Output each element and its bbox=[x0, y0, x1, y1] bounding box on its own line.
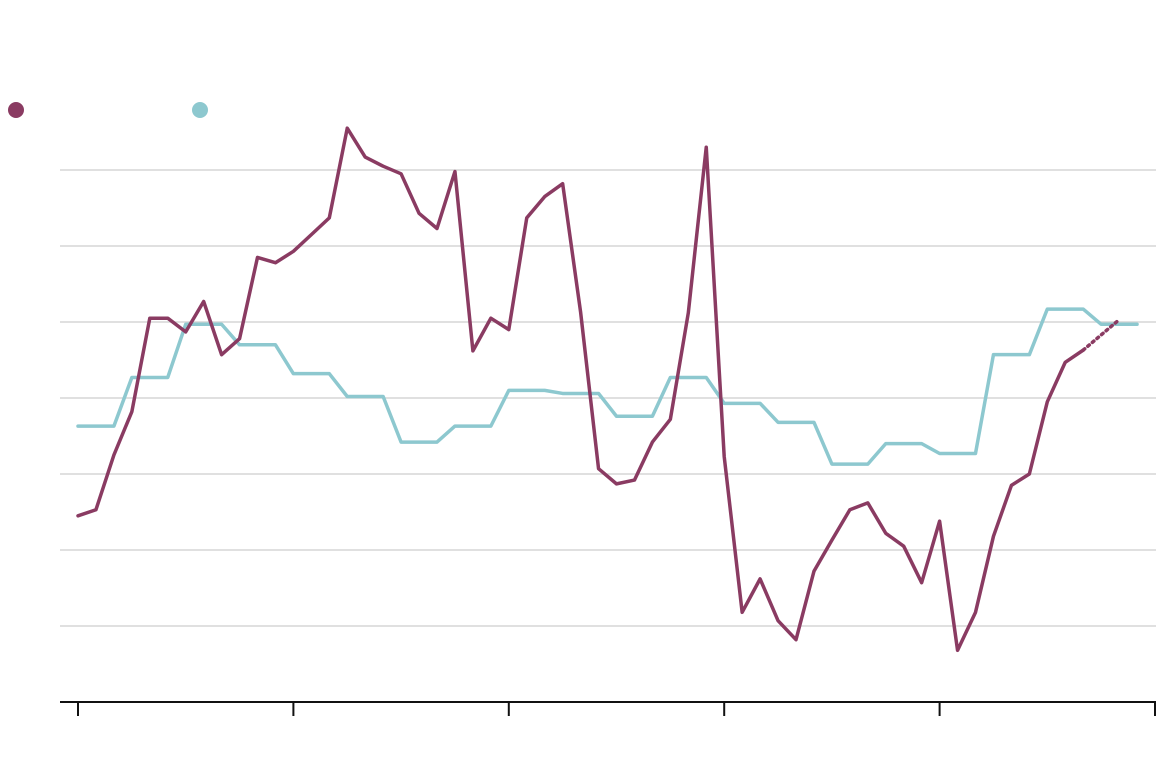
series-lines bbox=[76, 126, 1139, 653]
series-1-line bbox=[76, 126, 1085, 653]
x-axis bbox=[60, 701, 1156, 716]
legend-marker-series-1 bbox=[8, 102, 24, 118]
gridlines bbox=[60, 169, 1156, 627]
legend-item-series-1 bbox=[8, 102, 32, 118]
legend bbox=[8, 102, 376, 118]
legend-marker-series-2 bbox=[192, 102, 208, 118]
legend-item-series-2 bbox=[192, 102, 216, 118]
series-2-line bbox=[76, 307, 1139, 466]
series-1-projection-line bbox=[1081, 317, 1121, 352]
